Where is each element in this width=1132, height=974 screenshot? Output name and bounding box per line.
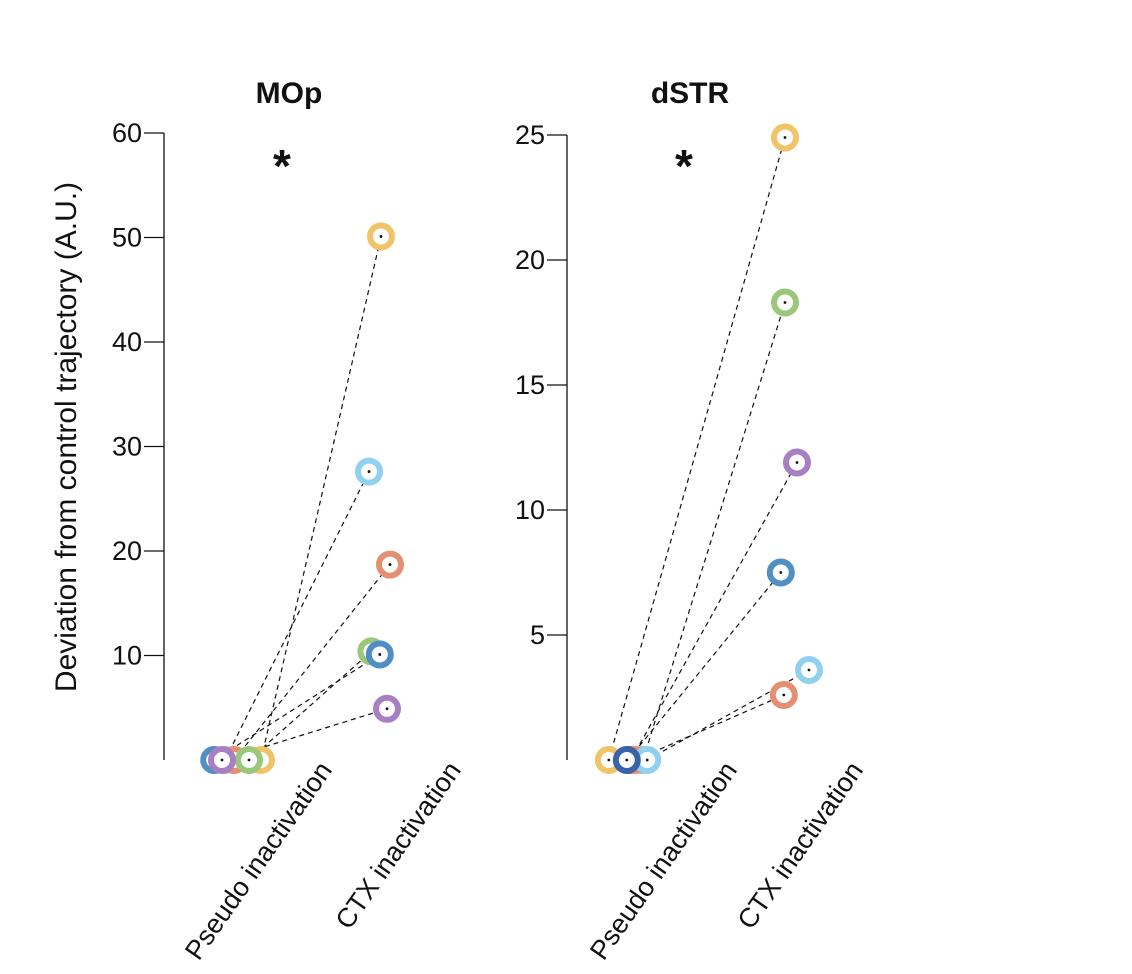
- y-tick-label: 20: [112, 536, 142, 566]
- data-point-center: [385, 707, 389, 711]
- data-point-center: [607, 758, 611, 762]
- pair-connector-line: [248, 650, 372, 761]
- x-category-label: CTX inactivation: [330, 756, 467, 934]
- pair-connector-line: [630, 462, 798, 761]
- data-point: [769, 681, 798, 709]
- data-point: [208, 746, 236, 774]
- data-point-center: [795, 461, 799, 464]
- pair-connector-line: [608, 137, 786, 761]
- panel-title: MOp: [256, 77, 323, 110]
- data-point: [612, 746, 641, 774]
- data-point-center: [625, 758, 629, 762]
- data-point: [376, 550, 404, 579]
- y-tick-label: 5: [530, 620, 545, 650]
- data-point-center: [783, 136, 787, 139]
- data-point: [771, 123, 799, 152]
- y-tick-label: 15: [515, 370, 545, 400]
- y-tick-label: 60: [112, 118, 142, 148]
- significance-star: *: [273, 140, 291, 192]
- data-point-center: [247, 758, 251, 762]
- y-tick-label: 25: [515, 120, 545, 150]
- y-tick-label: 20: [515, 245, 545, 275]
- data-point: [771, 288, 799, 317]
- y-tick-label: 10: [112, 641, 142, 671]
- data-point: [783, 448, 811, 477]
- data-point-center: [220, 758, 224, 762]
- data-point-center: [783, 301, 787, 304]
- significance-star: *: [675, 140, 693, 192]
- pair-connector-line: [627, 572, 782, 761]
- x-category-label: Pseudo inactivation: [584, 756, 743, 965]
- data-point-center: [367, 470, 371, 473]
- data-point: [373, 694, 401, 723]
- data-point-center: [379, 235, 383, 238]
- y-tick-label: 30: [112, 432, 142, 462]
- pair-connector-line: [260, 236, 382, 761]
- data-point: [766, 558, 795, 587]
- data-point-center: [388, 563, 392, 566]
- panel-title: dSTR: [651, 77, 730, 110]
- y-tick-label: 50: [112, 223, 142, 253]
- data-point: [367, 222, 395, 251]
- y-tick-label: 40: [112, 327, 142, 357]
- data-point: [365, 640, 394, 669]
- data-point: [235, 746, 263, 774]
- data-point: [355, 457, 383, 486]
- data-point-center: [782, 693, 786, 697]
- data-point-center: [378, 653, 382, 656]
- y-tick-label: 10: [515, 495, 545, 525]
- data-point: [795, 656, 823, 684]
- pair-connector-line: [634, 694, 785, 761]
- pair-connector-line: [233, 564, 391, 761]
- pair-connector-line: [213, 653, 381, 761]
- y-axis-label: Deviation from control trajectory (A.U.): [50, 182, 83, 692]
- data-point-center: [645, 758, 649, 762]
- pair-connector-line: [642, 302, 786, 761]
- x-category-label: Pseudo inactivation: [179, 756, 338, 965]
- data-point-center: [779, 571, 783, 574]
- x-category-label: CTX inactivation: [732, 756, 869, 934]
- data-point-center: [807, 668, 811, 672]
